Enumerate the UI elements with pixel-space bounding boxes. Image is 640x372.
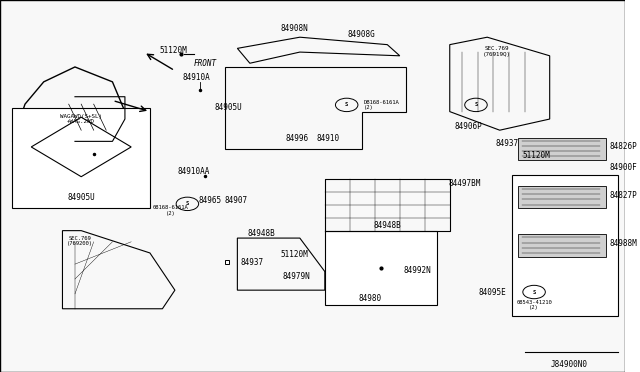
- Text: 84906P: 84906P: [455, 122, 483, 131]
- Text: 84908N: 84908N: [281, 24, 308, 33]
- Text: SEC.769
(76919Q): SEC.769 (76919Q): [483, 46, 511, 57]
- Bar: [512, 175, 618, 316]
- Text: 51120M: 51120M: [522, 151, 550, 160]
- Text: 84497BM: 84497BM: [449, 179, 481, 187]
- Text: 84979N: 84979N: [282, 272, 310, 281]
- Text: J84900N0: J84900N0: [550, 360, 587, 369]
- Bar: [518, 234, 606, 257]
- Bar: [518, 138, 606, 160]
- Text: 51120M: 51120M: [160, 46, 188, 55]
- Text: 84910A: 84910A: [183, 73, 211, 81]
- Text: 84948B: 84948B: [248, 229, 276, 238]
- Text: 84965: 84965: [198, 196, 222, 205]
- Text: 84937: 84937: [495, 140, 518, 148]
- Text: S: S: [532, 289, 536, 295]
- Text: DB168-6161A
(2): DB168-6161A (2): [364, 99, 399, 110]
- Text: 84910: 84910: [316, 134, 339, 143]
- Text: S: S: [345, 102, 348, 108]
- Bar: [13, 108, 150, 208]
- Text: S: S: [186, 201, 189, 206]
- Text: 84948B: 84948B: [373, 221, 401, 230]
- Bar: [325, 231, 437, 305]
- Text: 84826P: 84826P: [609, 142, 637, 151]
- Text: 84937: 84937: [241, 258, 264, 267]
- Text: 84992N: 84992N: [403, 266, 431, 275]
- Text: 08168-6161A
(2): 08168-6161A (2): [153, 205, 188, 216]
- Text: 84905U: 84905U: [214, 103, 242, 112]
- Text: 84996: 84996: [286, 134, 309, 143]
- Text: 84095E: 84095E: [478, 288, 506, 296]
- Text: 84988M: 84988M: [609, 239, 637, 248]
- Text: SEC.769
(769200): SEC.769 (769200): [67, 235, 93, 247]
- Text: S: S: [474, 102, 477, 108]
- Text: 51120M: 51120M: [281, 250, 308, 259]
- Text: 84900F: 84900F: [609, 163, 637, 172]
- Text: 08543-41210
(2): 08543-41210 (2): [516, 299, 552, 311]
- Text: WAGAWD(S+SL)
+WAG.2WD: WAGAWD(S+SL) +WAG.2WD: [60, 113, 102, 125]
- Text: 84910AA: 84910AA: [177, 167, 210, 176]
- Bar: [518, 186, 606, 208]
- Text: FRONT: FRONT: [194, 59, 217, 68]
- Text: 84907: 84907: [225, 196, 248, 205]
- Text: 84980: 84980: [359, 294, 382, 303]
- Text: 84908G: 84908G: [347, 31, 375, 39]
- Text: 84827P: 84827P: [609, 191, 637, 200]
- Text: 84905U: 84905U: [67, 193, 95, 202]
